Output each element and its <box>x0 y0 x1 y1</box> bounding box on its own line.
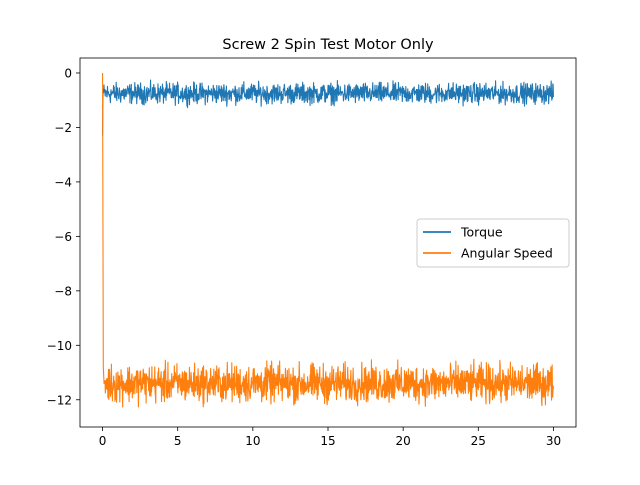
y-tick-label: −10 <box>47 339 72 353</box>
series-layer <box>102 72 554 408</box>
legend-box <box>416 218 570 268</box>
x-axis: 0 5 10 15 20 25 30 <box>99 427 561 448</box>
y-tick-label: −6 <box>54 230 72 244</box>
legend-label-0: Torque <box>460 225 503 240</box>
x-tick-label: 10 <box>245 434 260 448</box>
y-tick-label: −4 <box>54 175 72 189</box>
series-line-0 <box>102 79 554 136</box>
x-tick-label: 15 <box>320 434 335 448</box>
y-tick-label: −8 <box>54 284 72 298</box>
y-tick-label: 0 <box>64 66 72 80</box>
x-tick-label: 30 <box>546 434 561 448</box>
legend: Torque Angular Speed <box>416 218 570 268</box>
series-line-1 <box>102 72 554 408</box>
x-tick-label: 20 <box>396 434 411 448</box>
y-axis: 0 −2 −4 −6 −8 −10 −12 <box>47 66 80 407</box>
y-tick-label: −12 <box>47 393 72 407</box>
legend-label-1: Angular Speed <box>461 246 553 261</box>
chart-title: Screw 2 Spin Test Motor Only <box>222 37 434 53</box>
x-tick-label: 25 <box>471 434 486 448</box>
x-tick-label: 0 <box>99 434 107 448</box>
x-tick-label: 5 <box>174 434 182 448</box>
y-tick-label: −2 <box>54 121 72 135</box>
